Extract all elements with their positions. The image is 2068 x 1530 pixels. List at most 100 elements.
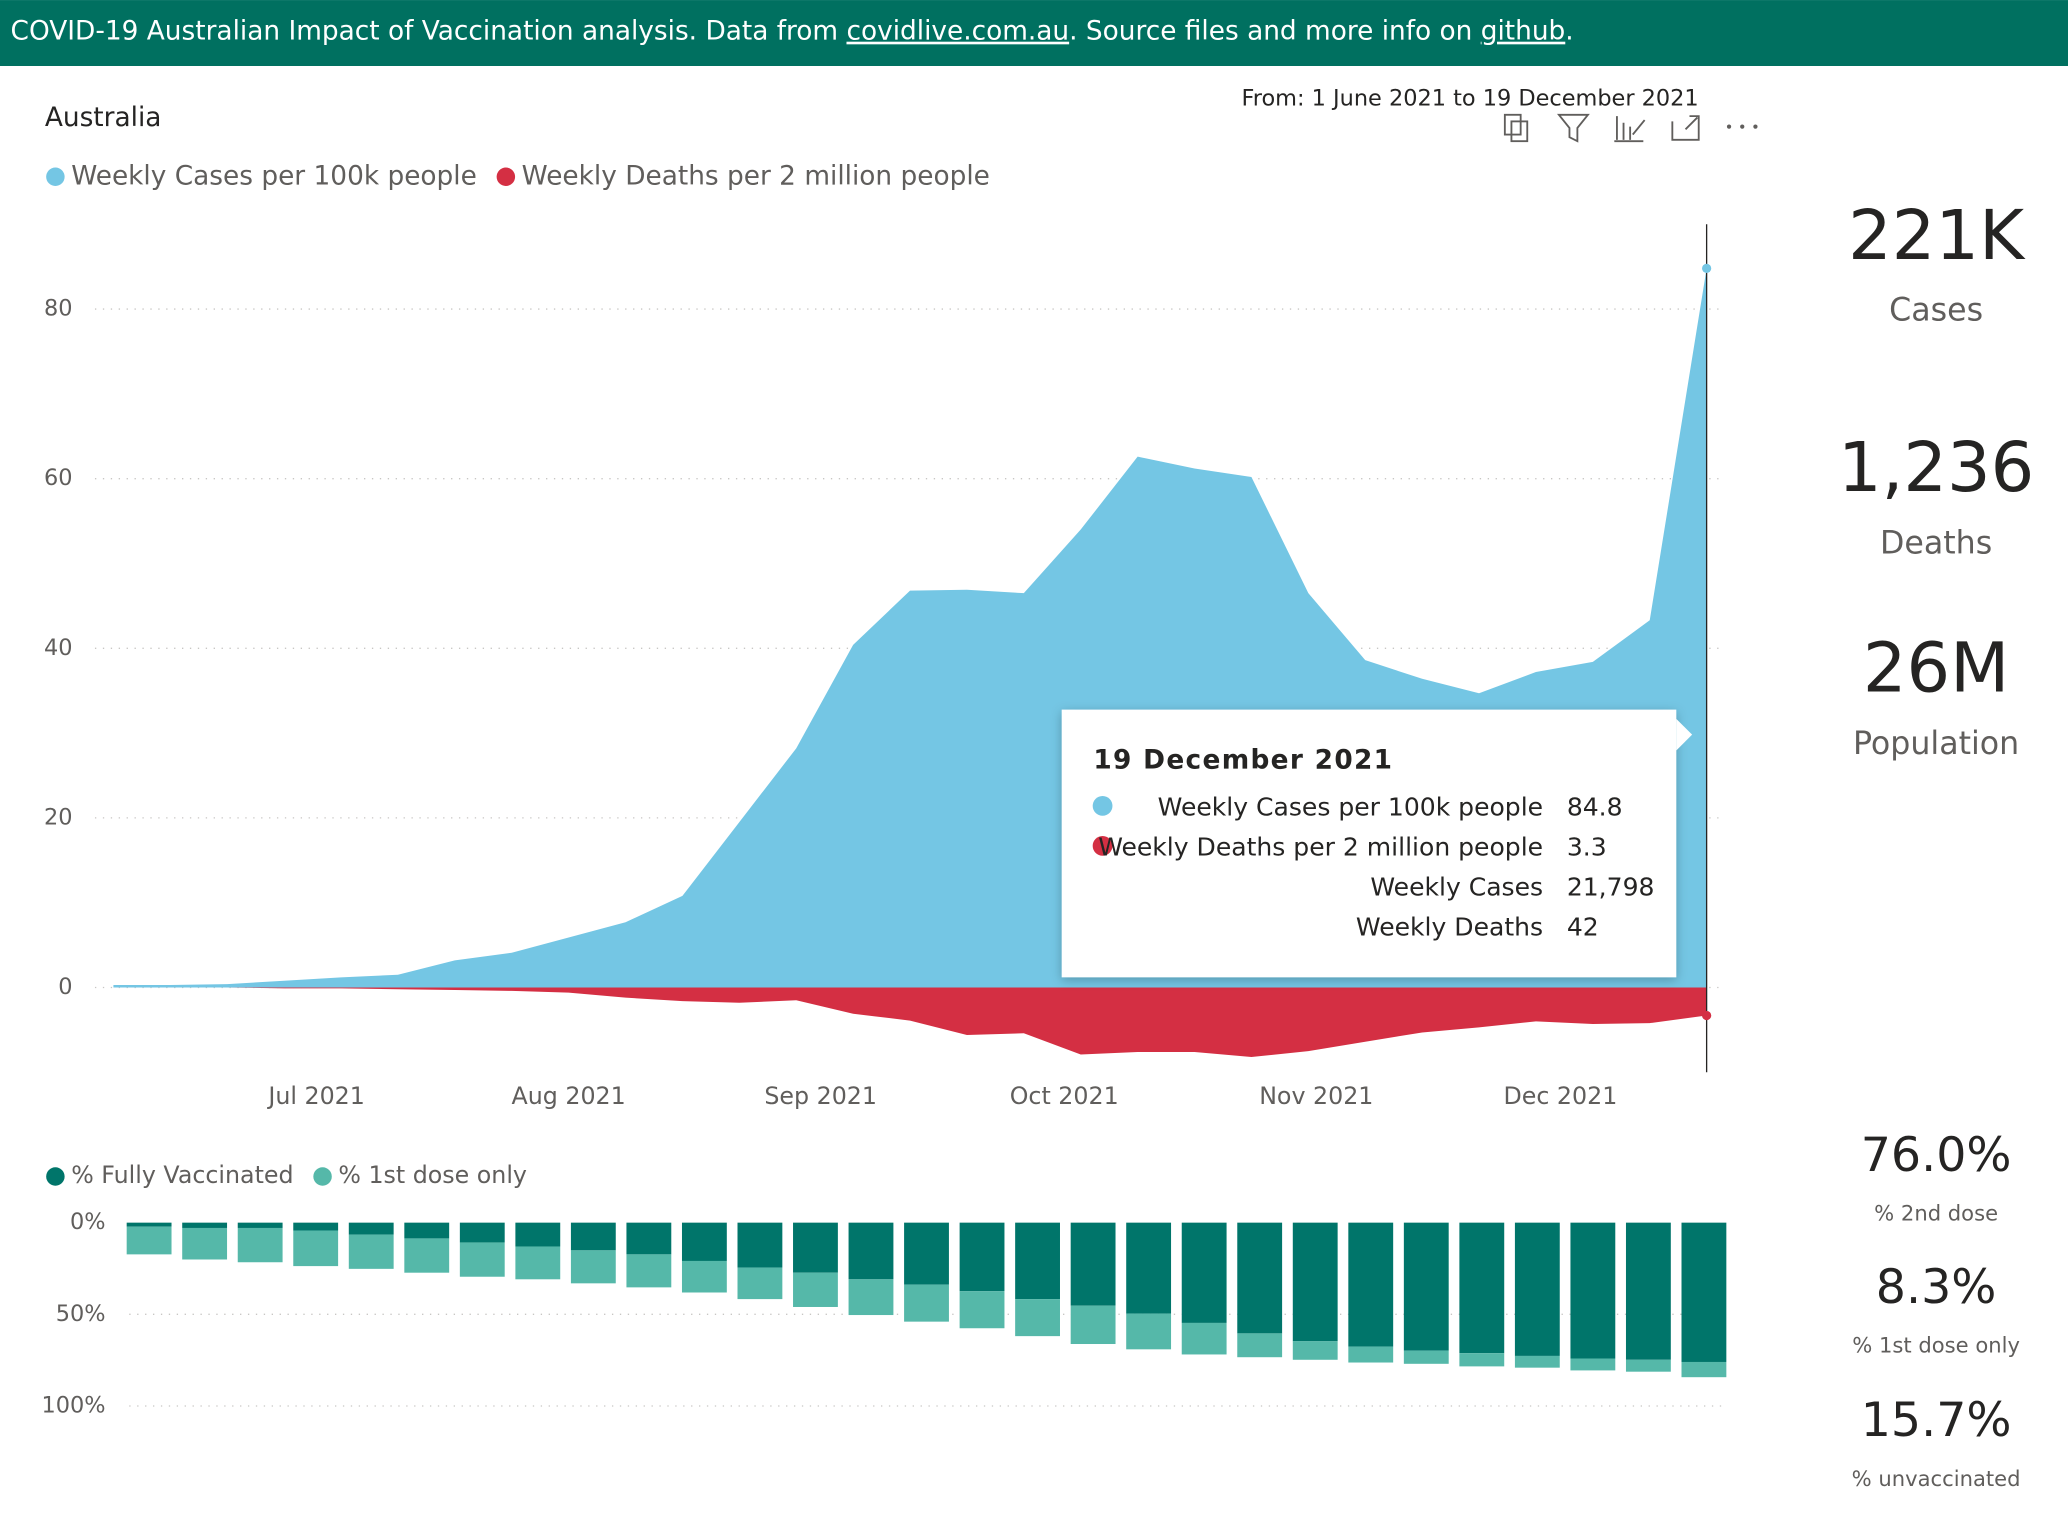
tooltip: 19 December 2021 Weekly Cases per 100k p… [1061, 709, 1693, 978]
legend-label: % Fully Vaccinated [71, 1161, 293, 1189]
bar-segment [1126, 1313, 1172, 1350]
kpi-label: % 1st dose only [1852, 1333, 2020, 1358]
filter-icon[interactable] [1556, 113, 1590, 143]
legend-marker [46, 1167, 65, 1186]
kpi-label: % 2nd dose [1874, 1201, 1998, 1226]
bar-segment [959, 1222, 1005, 1292]
tooltip-label: Weekly Deaths [1356, 912, 1543, 941]
analytics-icon[interactable] [1614, 116, 1646, 143]
kpi-label: Cases [1889, 292, 1983, 328]
bar-segment [1070, 1222, 1116, 1306]
bar-segment [904, 1222, 949, 1285]
bar-segment [959, 1291, 1005, 1329]
kpi-value: 1,236 [1838, 428, 2034, 508]
bar-segment [1403, 1350, 1449, 1364]
bar-segment [126, 1222, 172, 1227]
bar-chart: % Fully Vaccinated % 1st dose only 0% 50% 10… [41, 1161, 1727, 1418]
bar-segment [681, 1260, 727, 1293]
bar-segment [1292, 1222, 1338, 1342]
banner-text: COVID-19 Australian Impact of Vaccinatio… [11, 16, 1574, 46]
bar-segment [515, 1246, 561, 1280]
bar-segment [570, 1222, 616, 1251]
bar-segment [1126, 1222, 1172, 1314]
bar-segment [737, 1222, 783, 1268]
bar-segment [237, 1227, 283, 1263]
y-tick-label: 50% [56, 1301, 106, 1327]
bar-segment [293, 1230, 339, 1267]
tooltip-value: 3.3 [1567, 832, 1607, 861]
legend-marker [496, 167, 516, 187]
date-range: From: 1 June 2021 to 19 December 2021 [1241, 85, 1698, 111]
kpi-value: 76.0% [1861, 1128, 2012, 1183]
bar-segment [1237, 1222, 1283, 1334]
bar-segment [737, 1267, 783, 1300]
bar-segment [126, 1226, 172, 1255]
tooltip-marker [1092, 795, 1113, 816]
x-tick-label: Nov 2021 [1259, 1082, 1373, 1110]
banner-part: . [1565, 16, 1573, 46]
kpi-value: 15.7% [1861, 1393, 2012, 1448]
bar-segment [1514, 1222, 1560, 1356]
legend-label: Weekly Cases per 100k people [71, 161, 477, 191]
bar-segment [1625, 1359, 1671, 1372]
bar-segment [1514, 1355, 1560, 1368]
bar-segment [515, 1222, 561, 1247]
bar-segment [848, 1279, 894, 1316]
more-icon[interactable] [1726, 124, 1758, 129]
toolbar [1503, 113, 1758, 143]
bar-segment [904, 1284, 949, 1322]
legend-label: Weekly Deaths per 2 million people [522, 161, 990, 191]
link[interactable]: covidlive.com.au [846, 16, 1069, 46]
bar-segment [793, 1222, 838, 1273]
tooltip-marker [1092, 835, 1113, 856]
area [113, 987, 1707, 1058]
bar-segment [348, 1234, 394, 1269]
bar-segment [182, 1227, 228, 1260]
tooltip-value: 21,798 [1567, 872, 1655, 901]
bar-segment [1292, 1341, 1338, 1360]
y-tick-label: 0 [58, 974, 72, 1000]
bar-segment [237, 1222, 283, 1228]
bar-segment [1237, 1333, 1283, 1358]
bar-segment [1459, 1353, 1505, 1367]
x-tick-label: Dec 2021 [1503, 1082, 1617, 1110]
bar-segment [1181, 1322, 1227, 1355]
kpi-cards: 221K Cases 1,236 Deaths 26M Population 76.0% % … [1838, 196, 2034, 1491]
y-tick-label: 80 [44, 296, 73, 322]
bar-segment [1015, 1299, 1060, 1337]
y-tick-label: 20 [44, 804, 73, 830]
kpi-label: Deaths [1880, 526, 1992, 562]
bar-segment [1070, 1305, 1116, 1345]
x-tick-label: Oct 2021 [1010, 1082, 1119, 1110]
y-tick-label: 40 [44, 635, 73, 661]
x-tick-label: Aug 2021 [512, 1082, 626, 1110]
bar-segment [793, 1272, 838, 1307]
copy-icon[interactable] [1503, 113, 1529, 143]
kpi-label: % unvaccinated [1852, 1466, 2021, 1491]
tooltip-label: Weekly Cases per 100k people [1158, 793, 1543, 822]
bar-segment [1570, 1358, 1616, 1371]
tooltip-value: 84.8 [1567, 793, 1623, 822]
banner-part: . Source files and more info on [1069, 16, 1481, 46]
kpi-value: 26M [1863, 629, 2009, 709]
tooltip-box [1061, 709, 1677, 978]
bar-segment [293, 1222, 339, 1231]
chart-title: Australia [45, 103, 162, 133]
kpi-label: Population [1853, 726, 2019, 762]
link[interactable]: github [1481, 16, 1566, 46]
bar-segment [570, 1250, 616, 1284]
y-tick-label: 0% [70, 1209, 106, 1235]
bar-segment [459, 1222, 505, 1243]
bar-segment [1015, 1222, 1060, 1300]
bar-segment [404, 1222, 450, 1239]
bar-segment [1625, 1222, 1671, 1360]
legend-marker [313, 1167, 332, 1186]
tooltip-value: 42 [1567, 912, 1599, 941]
focus-icon[interactable] [1671, 115, 1700, 141]
bar-segment [626, 1254, 672, 1288]
tooltip-title: 19 December 2021 [1093, 746, 1393, 776]
bar-segment [182, 1222, 228, 1228]
tooltip-label: Weekly Deaths per 2 million people [1098, 832, 1543, 861]
bar-segment [848, 1222, 894, 1280]
